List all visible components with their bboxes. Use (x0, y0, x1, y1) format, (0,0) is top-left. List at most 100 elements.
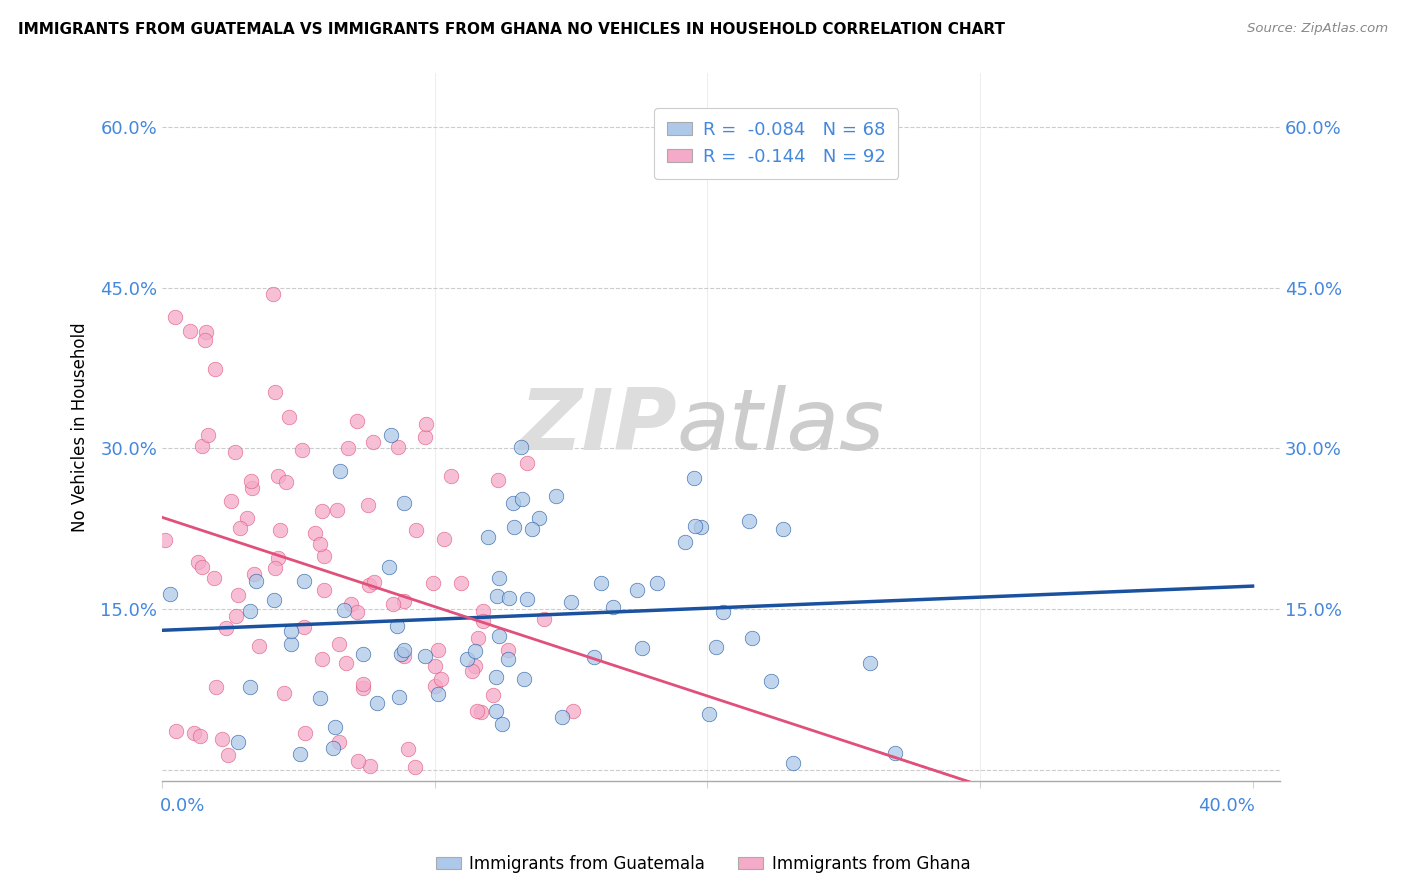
Point (214, 621, 236, 635)
Point (503, 520, 526, 534)
Point (159, 587, 181, 601)
Point (239, 604, 262, 618)
Point (311, 504, 333, 518)
Point (311, 652, 333, 666)
Point (273, 686, 295, 700)
Point (163, 310, 186, 324)
Point (488, 629, 510, 643)
Point (280, 637, 302, 651)
Point (387, 441, 409, 455)
Point (325, 503, 347, 517)
Point (415, 430, 437, 444)
Point (236, 511, 259, 525)
Point (267, 551, 290, 566)
Point (440, 469, 463, 483)
Text: 40.0%: 40.0% (1198, 797, 1256, 815)
Point (357, 498, 380, 512)
Point (884, 746, 907, 760)
Point (240, 474, 263, 488)
Point (228, 521, 250, 535)
Point (361, 435, 384, 450)
Point (278, 409, 301, 424)
Text: ZIP: ZIP (519, 385, 676, 468)
Point (426, 643, 449, 657)
Point (352, 681, 374, 696)
Point (738, 514, 761, 528)
Point (269, 523, 291, 537)
Point (415, 417, 437, 432)
Text: Source: ZipAtlas.com: Source: ZipAtlas.com (1247, 22, 1388, 36)
Point (228, 588, 250, 602)
Point (309, 536, 332, 550)
Y-axis label: No Vehicles in Household: No Vehicles in Household (72, 322, 89, 532)
Point (485, 589, 508, 603)
Point (404, 760, 426, 774)
Text: atlas: atlas (676, 385, 884, 468)
Point (520, 522, 543, 536)
Point (413, 649, 436, 664)
Point (456, 652, 478, 666)
Point (464, 644, 486, 658)
Point (219, 494, 242, 508)
Point (423, 679, 446, 693)
Point (228, 734, 250, 748)
Point (467, 631, 489, 645)
Point (381, 597, 404, 611)
Point (346, 414, 368, 428)
Point (560, 594, 582, 608)
Point (631, 641, 654, 656)
Point (346, 605, 368, 619)
Point (292, 574, 315, 588)
Point (486, 473, 509, 487)
Point (290, 747, 312, 761)
Point (165, 723, 187, 738)
Point (224, 444, 246, 458)
Point (335, 656, 357, 670)
Point (481, 688, 503, 702)
Point (239, 680, 262, 694)
Point (294, 726, 316, 740)
Point (263, 593, 285, 607)
Point (262, 286, 284, 301)
Point (333, 603, 356, 617)
Point (366, 696, 388, 710)
Point (204, 361, 226, 376)
Point (502, 496, 524, 510)
Point (491, 716, 513, 731)
Point (205, 680, 228, 694)
Point (426, 687, 449, 701)
Point (339, 597, 361, 611)
Point (498, 643, 520, 657)
Point (245, 574, 267, 589)
Point (217, 748, 239, 763)
Point (380, 427, 402, 442)
Point (591, 575, 613, 590)
Point (405, 523, 427, 537)
Point (509, 440, 531, 454)
Point (352, 677, 374, 691)
Point (337, 441, 360, 455)
Point (704, 640, 727, 654)
Point (741, 631, 763, 645)
Point (392, 643, 415, 657)
Point (711, 605, 734, 619)
Point (328, 735, 350, 749)
Point (683, 518, 706, 533)
Point (433, 533, 456, 547)
Point (247, 640, 270, 654)
Point (179, 324, 201, 338)
Point (322, 740, 344, 755)
Point (389, 647, 412, 661)
Point (276, 475, 298, 490)
Point (329, 464, 352, 478)
Point (197, 427, 219, 442)
Point (394, 496, 416, 510)
Point (485, 670, 508, 684)
Point (292, 620, 315, 634)
Point (772, 522, 794, 536)
Point (187, 555, 209, 569)
Point (312, 549, 335, 563)
Point (267, 469, 290, 483)
Point (190, 560, 212, 574)
Point (387, 619, 409, 633)
